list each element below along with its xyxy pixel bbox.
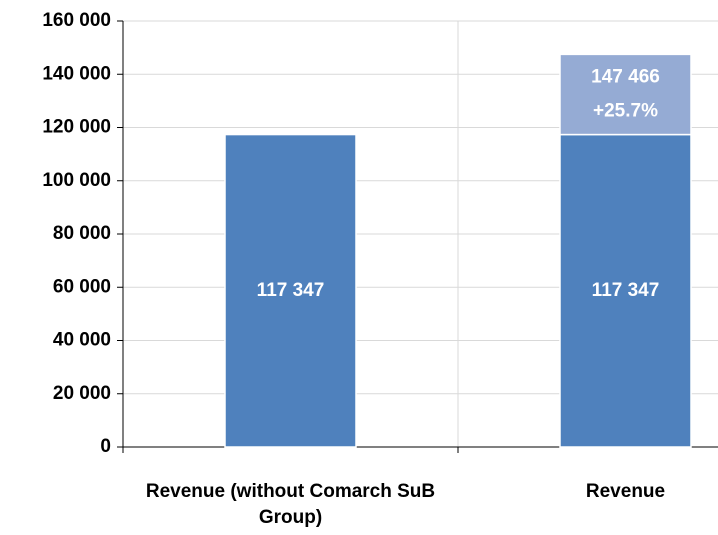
- annotation: +25.7%: [593, 100, 658, 121]
- y-tick-label: 100 000: [42, 170, 111, 191]
- x-tick-label: Revenue: [585, 481, 666, 502]
- y-tick-label: 0: [100, 436, 111, 457]
- y-tick-label: 40 000: [53, 330, 111, 351]
- bar-label: 117 347: [592, 280, 660, 301]
- y-tick-label: 160 000: [42, 10, 111, 31]
- y-tick-label: 20 000: [53, 383, 111, 404]
- y-tick-label: 60 000: [53, 276, 111, 297]
- x-tick-label: Revenue (without Comarch SuB Group): [145, 481, 436, 528]
- bar-segment: [559, 53, 692, 136]
- y-tick-label: 120 000: [42, 117, 111, 138]
- bar-segment: [559, 133, 692, 448]
- bar-label: 117 347: [257, 280, 325, 301]
- y-tick-label: 140 000: [42, 63, 111, 84]
- y-tick-label: 80 000: [53, 223, 111, 244]
- annotation: 147 466: [591, 66, 660, 87]
- bar-segment: [224, 133, 357, 448]
